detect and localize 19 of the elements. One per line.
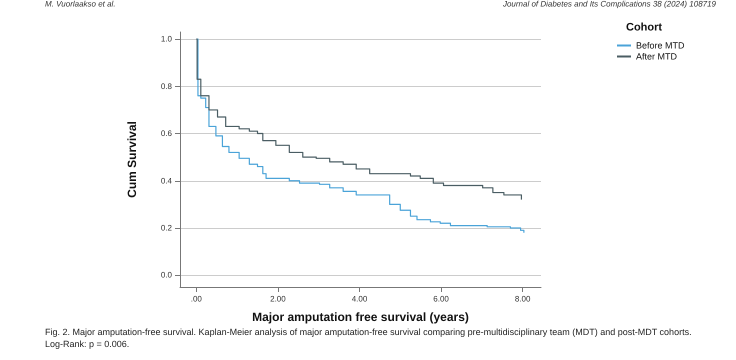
legend-label: After MTD [636, 52, 678, 62]
x-tick-label: 8.00 [514, 294, 531, 304]
legend-title: Cohort [626, 22, 662, 34]
x-tick-label: 6.00 [433, 294, 450, 304]
legend-label: Before MTD [636, 40, 686, 50]
x-tick-label: 2.00 [270, 294, 286, 304]
y-tick-label: 0.2 [160, 223, 173, 232]
caption: Fig. 2. Major amputation-free survival. Kaplan-Meier analysis of major amputation-free survival comparing pre-multidisciplinary team (MDT) and post-MDT cohorts. Log-Rank: p = 0.006. [45, 327, 694, 349]
y-tick-label: 0.0 [160, 270, 173, 280]
y-tick-label: 0.8 [160, 82, 173, 91]
y-axis-title: Cum Survival [125, 121, 139, 198]
text: Journal of Diabetes and Its Complications 38 (2024) 108719 [502, 0, 717, 8]
y-tick-label: 0.6 [160, 129, 173, 138]
y-tick-label: 0.4 [160, 176, 173, 186]
x-axis-title: Major amputation free survival (years) [252, 310, 469, 324]
text: M. Vuorlaakso et al. [45, 0, 116, 8]
x-tick-label: .00 [190, 294, 202, 304]
x-tick-label: 4.00 [352, 294, 368, 304]
y-tick-label: 1.0 [160, 34, 173, 44]
